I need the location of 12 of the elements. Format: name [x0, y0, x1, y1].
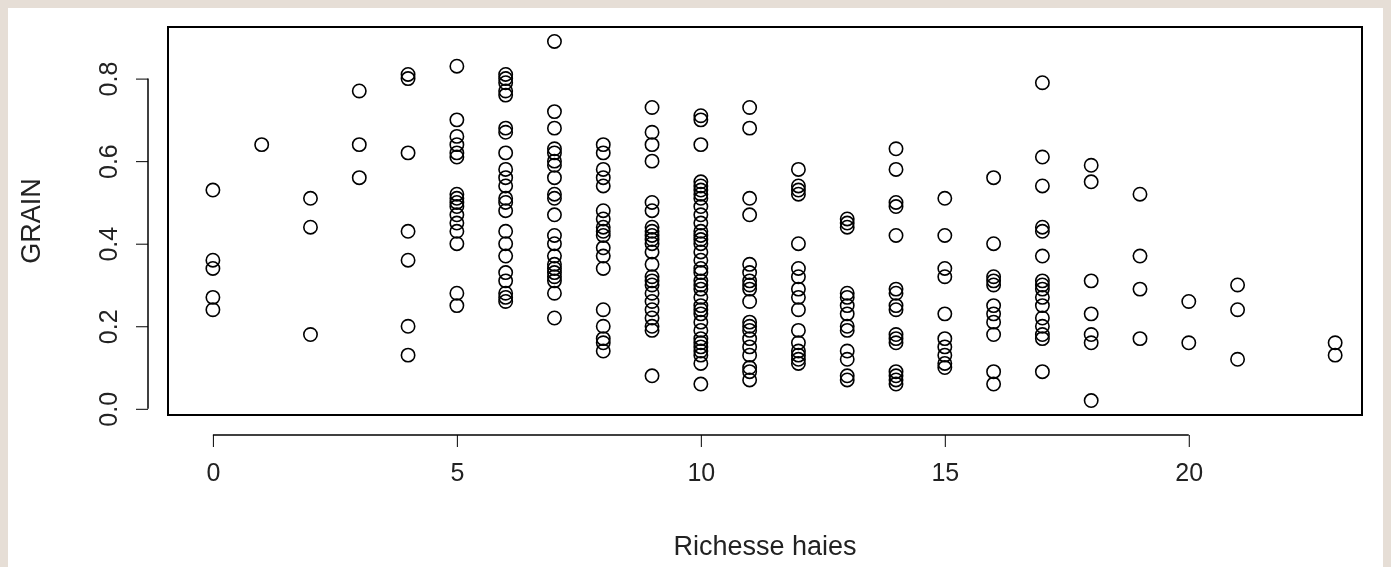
x-tick-label: 0	[206, 457, 221, 486]
x-tick-label: 15	[931, 457, 960, 486]
y-axis-title: GRAIN	[16, 178, 46, 264]
y-tick-label: 0.8	[93, 61, 122, 97]
x-tick-label: 5	[450, 457, 465, 486]
x-axis-title: Richesse haies	[673, 531, 857, 561]
y-tick-label: 0.6	[93, 144, 122, 180]
y-tick-label: 0.4	[93, 226, 122, 262]
y-tick-label: 0.2	[93, 309, 122, 345]
y-tick-label: 0.0	[93, 391, 122, 427]
x-tick-label: 20	[1175, 457, 1204, 486]
x-tick-label: 10	[687, 457, 716, 486]
